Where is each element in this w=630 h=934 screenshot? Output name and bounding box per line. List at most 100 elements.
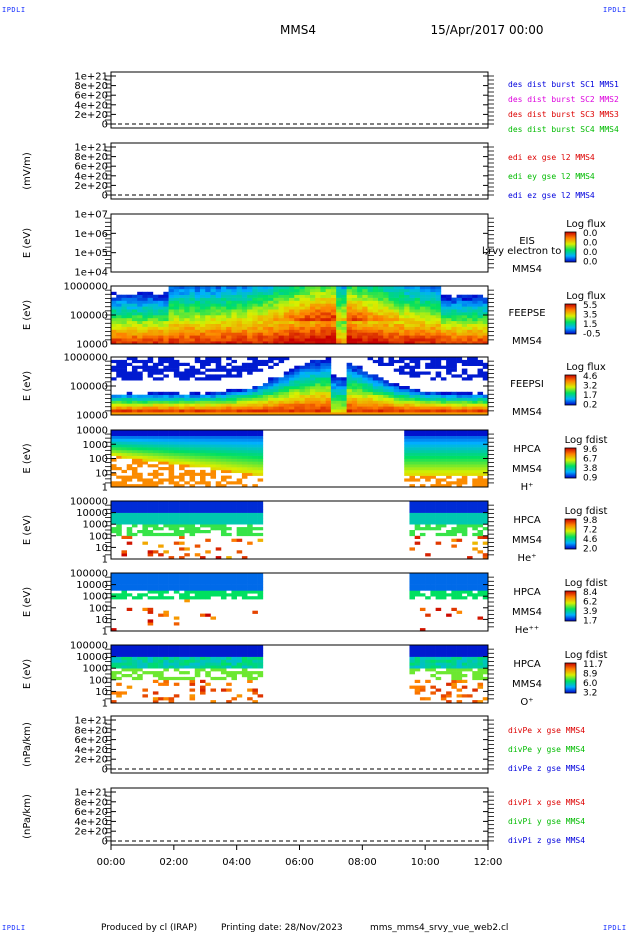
panel-hpca-h-cell (430, 461, 436, 465)
panel-feepsi-cell (126, 397, 133, 401)
panel-hpca-h-cell (158, 458, 164, 462)
panel-hpca-hepp-cell (179, 584, 185, 588)
panel-hpca-he-cell (425, 512, 431, 516)
panel-hpca-h-cell (116, 435, 122, 439)
panel-hpca-h-cell (163, 455, 169, 459)
panel-feepsi-cell (173, 403, 180, 407)
panel-feepsi-cell (362, 374, 368, 378)
panel-hpca-o-cell (194, 662, 201, 666)
panel-hpca-hepp-cell (210, 573, 217, 577)
panel-hpca-o-cell (430, 665, 436, 669)
panel-hpca-h-cell (414, 432, 421, 436)
panel-feepse-cell (247, 300, 253, 304)
panel-hpca-h-cell (241, 464, 248, 468)
panel-hpca-he-cell (409, 506, 415, 510)
panel-hpca-hepp-cell (121, 587, 128, 591)
panel-feepsi-cell (289, 386, 295, 390)
panel-feepse-cell (461, 297, 468, 301)
panel-feepse-cell (430, 294, 436, 298)
panel-hpca-h-cell (168, 441, 175, 445)
panel-feepse-cell (121, 306, 128, 310)
panel-hpca-o-cell (163, 662, 169, 666)
panel-feepse-cell (419, 303, 426, 307)
panel-hpca-he-cell (189, 527, 196, 531)
panel-feepsi-cell (435, 394, 442, 398)
panel-hpca-hepp-cell (126, 575, 133, 580)
panel-eis-ytick-label: 1e+06 (74, 229, 108, 240)
panel-feepsi-cell (320, 403, 326, 407)
panel-feepsi-cell (205, 403, 211, 407)
panel-feepsi-cell (283, 406, 290, 410)
panel-feepsi-cell (226, 400, 232, 404)
panel-feepse-cell (472, 338, 478, 342)
panel-hpca-he-cell (414, 541, 421, 545)
panel-feepsi-cell (325, 412, 332, 416)
panel-feepse-cell (294, 306, 300, 310)
panel-feepsi-cell (231, 397, 237, 401)
panel-feepse-cell (226, 341, 232, 345)
panel-feepse-cell (231, 335, 237, 339)
panel-feepse-cell (152, 317, 159, 322)
panel-hpca-h-cell (446, 444, 452, 448)
panel-feepsi-cell (330, 400, 337, 404)
panel-feepsi-cell (383, 380, 389, 384)
panel-feepse-cell (430, 303, 436, 307)
panel-hpca-he-cell (163, 521, 169, 525)
panel-hpca-he-cell (241, 509, 248, 513)
panel-feepse-cell (268, 335, 274, 339)
panel-hpca-h-cell (142, 455, 148, 459)
panel-feepsi-cell (283, 383, 290, 387)
panel-feepse-cell (461, 315, 468, 319)
panel-hpca-o-cell (215, 653, 222, 657)
panel-feepsi-cell (430, 391, 436, 395)
panel-hpca-hepp-cell (435, 607, 442, 611)
panel-feepse-cell (398, 338, 405, 342)
panel-feepsi-cell (111, 400, 117, 404)
panel-feepse-cell (121, 326, 128, 330)
panel-hpca-o-cell (121, 656, 128, 660)
panel-feepse-cell (299, 286, 306, 290)
panel-feepsi-cell (446, 365, 452, 369)
panel-hpca-hepp-cell (425, 584, 431, 588)
panel-feepsi-cell (330, 391, 337, 395)
panel-hpca-o-cell (451, 671, 457, 675)
panel-feepsi-cell (320, 368, 326, 372)
panel-hpca-o-cell (419, 697, 426, 701)
panel-des-dist-ytick-label: 0 (102, 120, 108, 131)
panel-hpca-o-cell (440, 645, 447, 649)
panel-hpca-hepp-cell (467, 593, 473, 597)
panel-hpca-he-cell (215, 518, 222, 522)
panel-feepse-cell (341, 309, 347, 313)
panel-hpca-h-cell (147, 472, 154, 476)
panel-feepsi-cell (252, 409, 258, 413)
panel-hpca-hepp-cell (414, 581, 421, 585)
panel-hpca-h-cell (425, 441, 431, 445)
panel-feepsi-cell (194, 406, 201, 410)
panel-feepse-cell (289, 315, 295, 319)
panel-feepse-cell (152, 329, 159, 333)
panel-hpca-h-cell (179, 444, 185, 448)
panel-feepsi-cell (294, 383, 300, 387)
panel-hpca-o-cell (247, 674, 253, 678)
panel-feepsi-cell (430, 377, 436, 381)
panel-hpca-h-cell (414, 430, 421, 434)
panel-hpca-h-cell (220, 484, 227, 488)
panel-feepse-cell (215, 329, 222, 333)
panel-hpca-hepp-cell (158, 578, 164, 582)
panel-hpca-hepp-cell (482, 581, 489, 585)
panel-feepse-cell (137, 317, 143, 322)
panel-feepse-cell (205, 332, 211, 336)
panel-hpca-o-cell (252, 700, 258, 704)
panel-hpca-h-cell (482, 435, 489, 439)
panel-hpca-o-cell (430, 674, 436, 678)
panel-feepse-cell (378, 338, 384, 342)
panel-feepse-cell (236, 341, 243, 345)
panel-feepsi-cell (446, 406, 452, 410)
panel-feepsi-cell (351, 406, 358, 410)
panel-feepse-cell (257, 335, 264, 339)
panel-feepse-cell (383, 309, 389, 313)
panel-hpca-h-cell (194, 447, 201, 451)
panel-hpca-o-cell (189, 682, 196, 686)
panel-hpca-he-cell (419, 521, 426, 525)
panel-hpca-hepp-cell (231, 590, 237, 594)
